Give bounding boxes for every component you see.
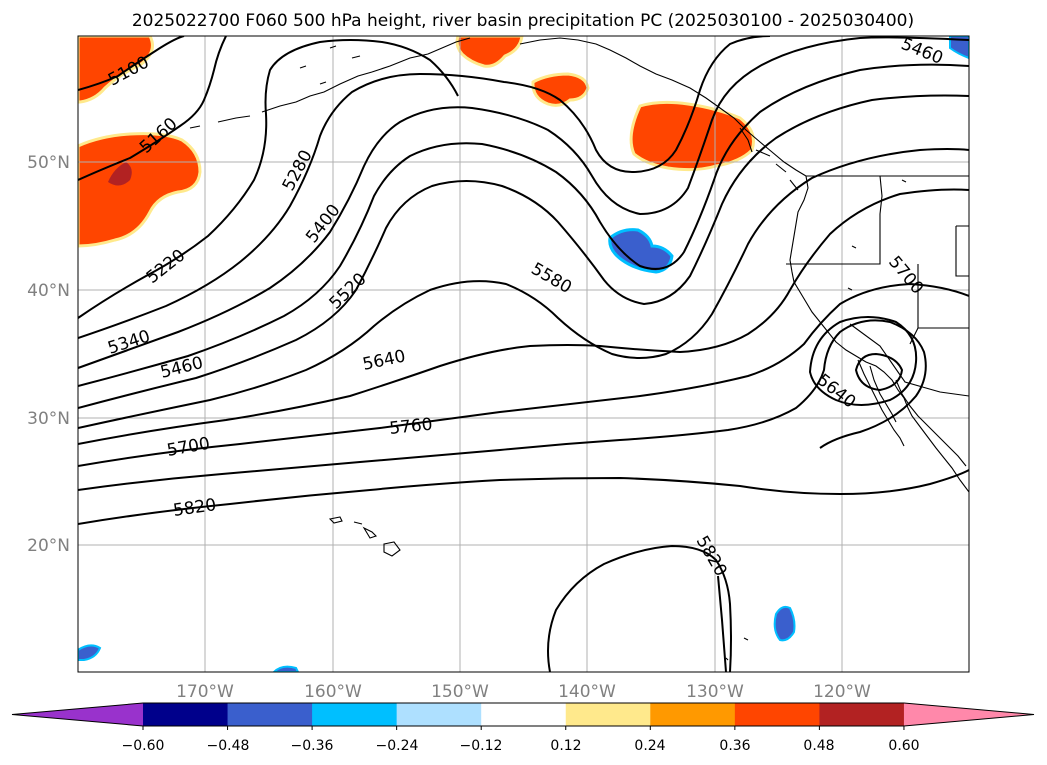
- colorbar-segment: [312, 703, 398, 726]
- map-border: [77, 35, 970, 673]
- map-panel: 5100 5160 5220 5280 5340 5400 5460 5520 …: [27, 35, 970, 702]
- colorbar-tick-label: 0.36: [719, 738, 750, 754]
- precip-positive-area: [78, 36, 154, 104]
- lon-label: 160°W: [304, 682, 362, 702]
- contour-label: 5760: [388, 415, 433, 439]
- lat-label: 40°N: [27, 281, 70, 301]
- colorbar-tick-label: 0.48: [803, 738, 834, 754]
- colorbar-segment: [143, 703, 229, 726]
- colorbar-tick-label: −0.12: [460, 738, 503, 754]
- lon-label: 170°W: [176, 682, 234, 702]
- height-contours: [78, 36, 969, 672]
- colorbar-segment: [396, 703, 482, 726]
- colorbar-extend-max: [903, 703, 1034, 726]
- colorbar-ticks: −0.60 −0.48 −0.36 −0.24 −0.12 0.12 0.24 …: [122, 738, 920, 754]
- colorbar-tick-label: 0.24: [634, 738, 665, 754]
- lon-label: 150°W: [431, 682, 489, 702]
- colorbar-tick-label: −0.48: [207, 738, 250, 754]
- colorbar-segment: [481, 703, 567, 726]
- precip-negative-area: [78, 644, 102, 661]
- colorbar: −0.60 −0.48 −0.36 −0.24 −0.12 0.12 0.24 …: [11, 702, 1035, 754]
- precip-positive-core: [108, 162, 132, 186]
- precip-negative-area: [773, 605, 796, 642]
- colorbar-extend-min: [12, 703, 143, 726]
- lat-label: 30°N: [27, 409, 70, 429]
- longitude-labels: 170°W 160°W 150°W 140°W 130°W 120°W: [176, 682, 871, 702]
- colorbar-segment: [819, 703, 905, 726]
- lon-label: 120°W: [813, 682, 871, 702]
- gridlines: [78, 36, 969, 672]
- colorbar-tick-label: −0.36: [291, 738, 334, 754]
- lat-label: 50°N: [27, 153, 70, 173]
- precip-positive-area: [629, 100, 755, 172]
- colorbar-segment: [650, 703, 736, 726]
- lon-label: 130°W: [686, 682, 744, 702]
- colorbar-segment: [227, 703, 313, 726]
- colorbar-segments: [11, 702, 1035, 730]
- colorbar-tick-label: 0.60: [888, 738, 919, 754]
- precip-negative-area: [272, 665, 300, 672]
- lat-label: 20°N: [27, 536, 70, 556]
- latitude-labels: 50°N 40°N 30°N 20°N: [27, 153, 70, 556]
- coastlines: [189, 37, 969, 661]
- colorbar-segment: [734, 703, 820, 726]
- precip-positive-area: [531, 72, 590, 107]
- colorbar-tick-label: −0.24: [376, 738, 419, 754]
- colorbar-segment: [565, 703, 651, 726]
- precip-positive-area: [455, 36, 524, 68]
- lon-label: 140°W: [558, 682, 616, 702]
- map-background: [78, 36, 969, 672]
- colorbar-tick-label: −0.60: [122, 738, 165, 754]
- precip-negative-area: [608, 228, 674, 274]
- figure-title: 2025022700 F060 500 hPa height, river ba…: [132, 11, 914, 31]
- colorbar-tick-label: 0.12: [550, 738, 581, 754]
